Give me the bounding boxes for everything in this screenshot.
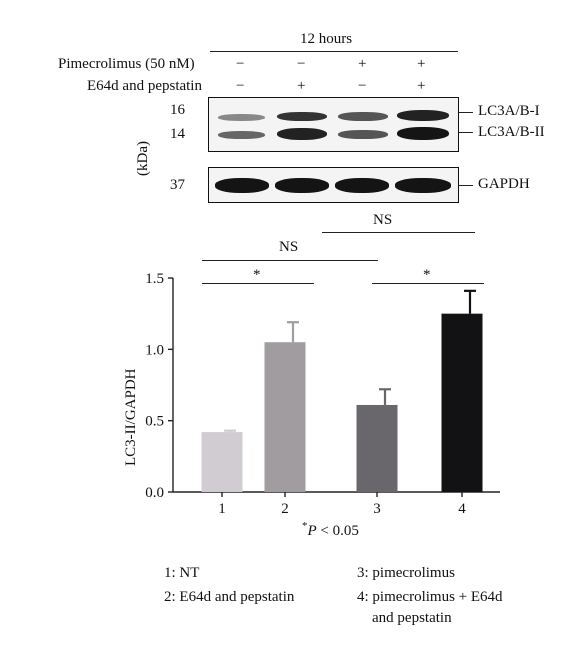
time-label: 12 hours xyxy=(300,31,353,47)
x-tick-label: 3 xyxy=(373,501,381,517)
footnote-asterisk: * xyxy=(302,520,308,532)
row2-mark-lane2: + xyxy=(297,78,306,94)
gapdh-blot-panel xyxy=(208,167,459,203)
lc3-i-band-lane2 xyxy=(277,112,327,121)
mw-16-label: 16 xyxy=(170,102,185,118)
gapdh-band-lane1 xyxy=(215,178,269,193)
bar-4 xyxy=(441,313,483,492)
y-tick-label: 0.5 xyxy=(145,414,164,430)
lc3-ii-band-lane3 xyxy=(338,130,388,139)
footnote-threshold: < 0.05 xyxy=(320,523,359,539)
row2-mark-lane4: + xyxy=(417,78,426,94)
footnote-p: P xyxy=(307,523,317,539)
legend-item-4-line2: and pepstatin xyxy=(372,610,452,626)
lc3-i-band-lane3 xyxy=(338,112,388,121)
gapdh-band-lane2 xyxy=(275,178,329,193)
mw-14-label: 14 xyxy=(170,126,185,142)
star-left-bracket xyxy=(202,283,314,285)
lc3-ii-band-lane2 xyxy=(277,128,327,140)
lc3-ii-band-lane1 xyxy=(218,131,265,139)
gapdh-label: GAPDH xyxy=(478,176,530,192)
star-right-label: * xyxy=(423,267,431,283)
legend-item-3: 3: pimecrolimus xyxy=(357,565,455,581)
ns-mid-bracket xyxy=(202,260,378,262)
lc3-i-label: LC3A/B-I xyxy=(478,103,540,119)
row1-mark-lane3: + xyxy=(358,56,367,72)
star-right-bracket xyxy=(372,283,484,285)
gapdh-pointer xyxy=(459,185,473,187)
row2-mark-lane3: − xyxy=(358,78,367,94)
legend-item-4-line1: 4: pimecrolimus + E64d xyxy=(357,589,503,605)
pimecrolimus-row-label: Pimecrolimus (50 nM) xyxy=(58,56,195,72)
time-bracket-line xyxy=(210,51,458,53)
gapdh-band-lane3 xyxy=(335,178,389,193)
y-tick-label: 0.0 xyxy=(145,485,164,501)
x-tick-label: 2 xyxy=(281,501,289,517)
x-tick-label: 1 xyxy=(218,501,226,517)
row1-mark-lane1: − xyxy=(236,56,245,72)
lc3-ii-pointer xyxy=(459,132,473,134)
legend-item-2: 2: E64d and pepstatin xyxy=(164,589,295,605)
lc3-i-band-lane1 xyxy=(218,114,265,121)
y-axis-label: LC3-II/GAPDH xyxy=(123,368,139,467)
lc3-i-band-lane4 xyxy=(397,110,449,121)
e64d-row-label: E64d and pepstatin xyxy=(87,78,202,94)
row1-mark-lane4: + xyxy=(417,56,426,72)
y-tick-label: 1.0 xyxy=(145,342,164,358)
legend-item-1: 1: NT xyxy=(164,565,200,581)
star-left-label: * xyxy=(253,267,261,283)
lc3-ii-band-lane4 xyxy=(397,127,449,140)
mw-37-label: 37 xyxy=(170,177,185,193)
gapdh-band-lane4 xyxy=(395,178,451,193)
lc3-blot-panel xyxy=(208,97,459,152)
bar-3 xyxy=(356,404,398,492)
x-tick-label: 4 xyxy=(458,501,466,517)
lc3-i-pointer xyxy=(459,112,473,114)
ns-top-label: NS xyxy=(373,212,393,228)
lc3-ii-label: LC3A/B-II xyxy=(478,124,545,140)
y-tick-label: 1.5 xyxy=(145,271,164,287)
row1-mark-lane2: − xyxy=(297,56,306,72)
ns-mid-label: NS xyxy=(279,239,299,255)
ns-top-bracket xyxy=(322,232,475,234)
row2-mark-lane1: − xyxy=(236,78,245,94)
bar-1 xyxy=(201,432,243,492)
p-value-footnote: *P < 0.05 xyxy=(302,520,359,540)
bar-2 xyxy=(264,342,306,492)
